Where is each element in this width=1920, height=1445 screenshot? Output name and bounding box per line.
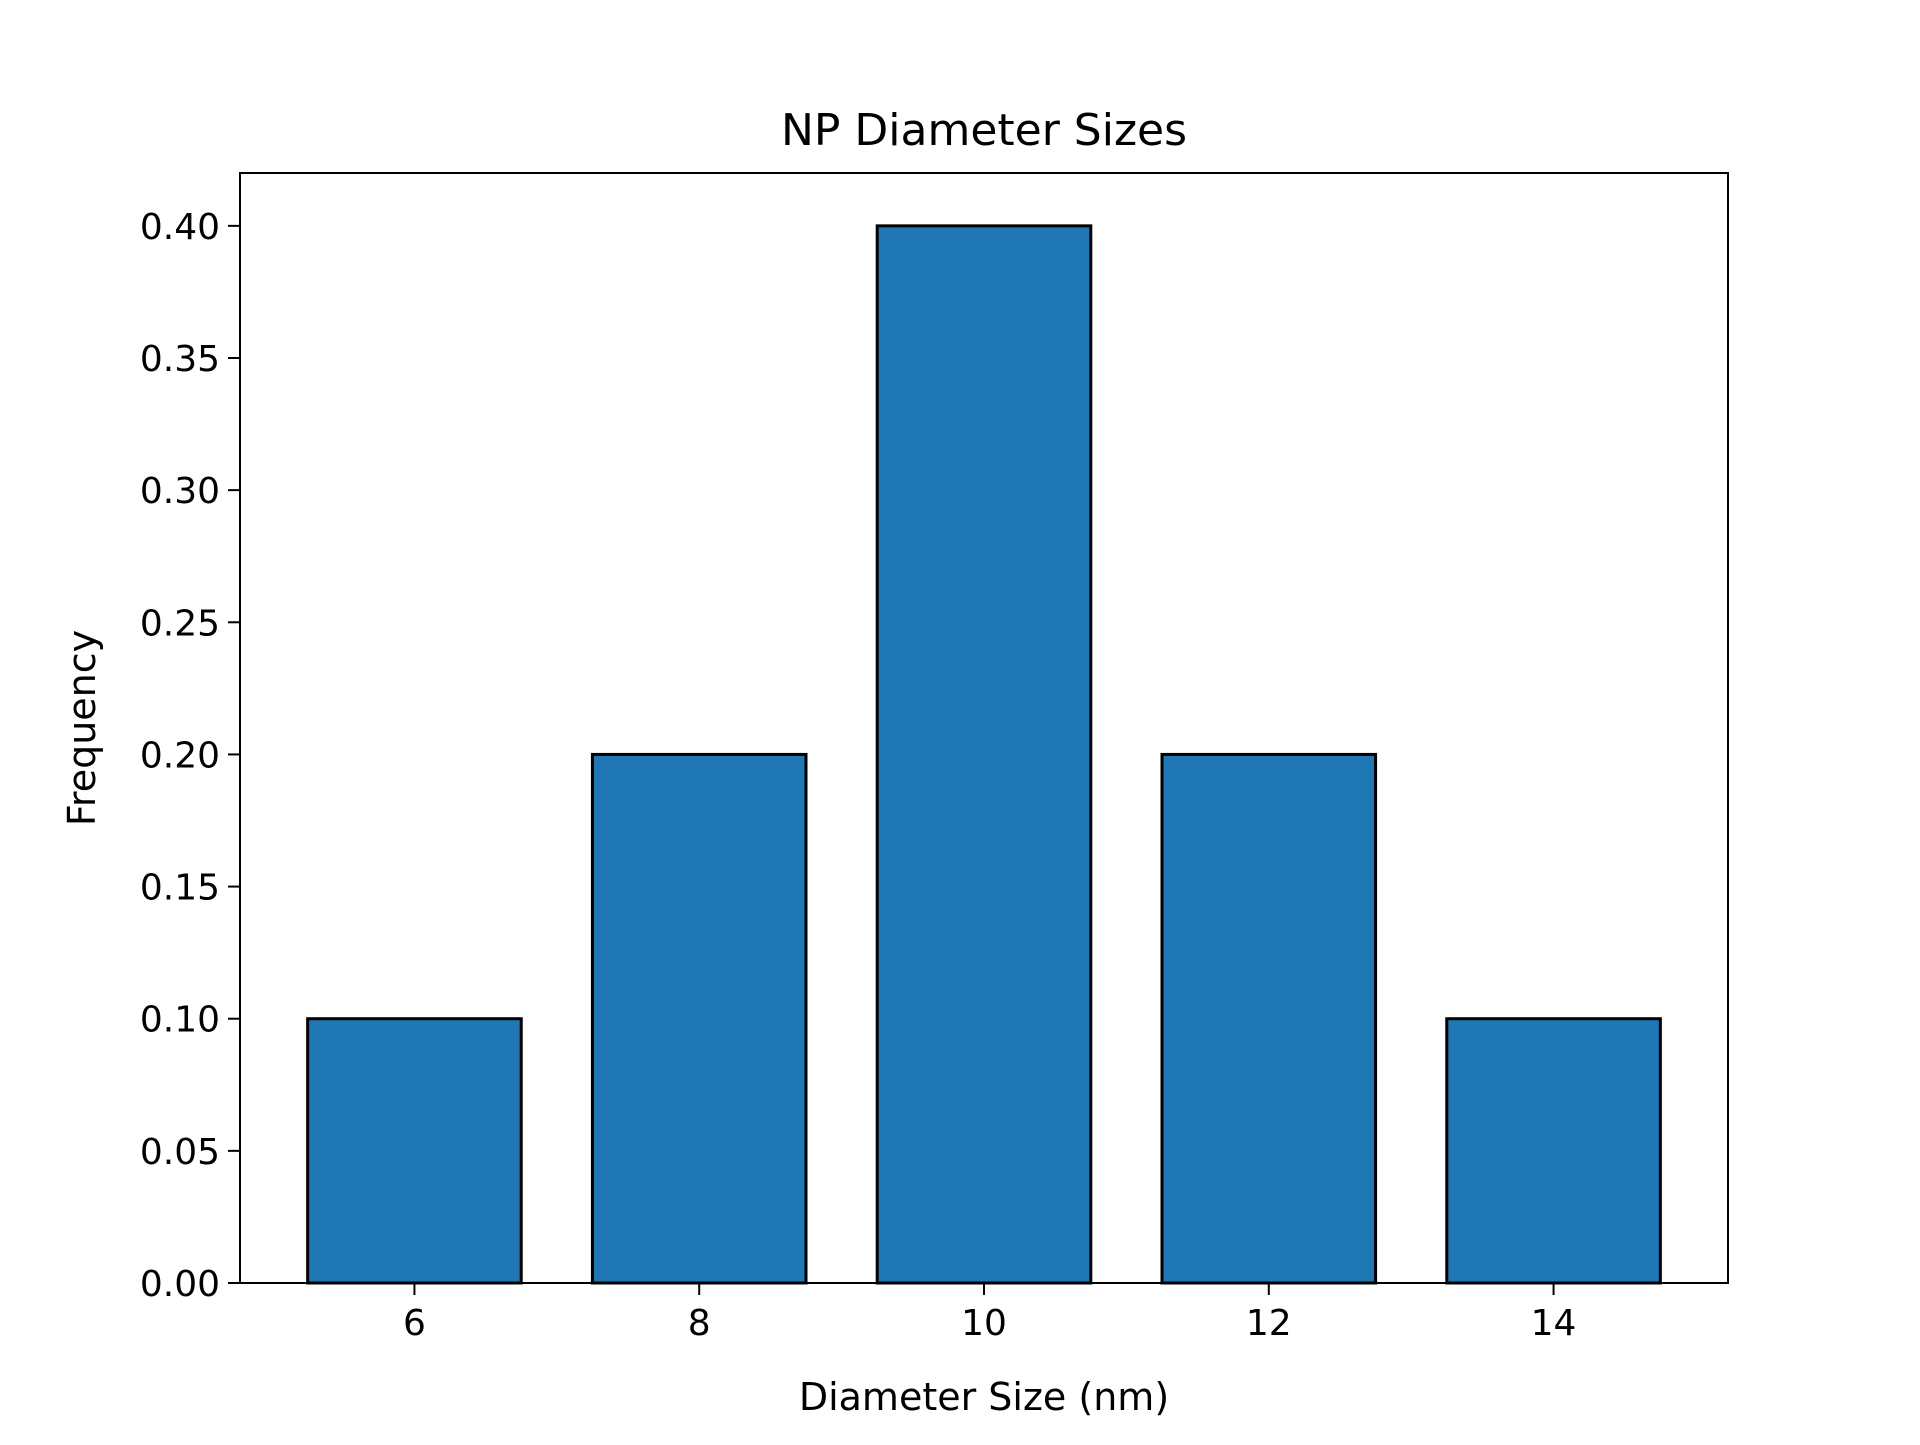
bar-14	[1445, 1017, 1662, 1285]
bar-8	[590, 752, 808, 1285]
y-tick-label: 0.35	[140, 339, 220, 380]
y-tick-label: 0.05	[140, 1132, 220, 1173]
y-tick-label: 0.00	[140, 1264, 220, 1305]
y-tick-label: 0.25	[140, 603, 220, 644]
x-tick-label: 6	[403, 1303, 426, 1344]
y-tick-label: 0.10	[140, 1000, 220, 1041]
x-tick-label: 8	[688, 1303, 711, 1344]
y-axis-ticks: 0.00 0.05 0.10 0.15 0.20 0.25 0.30 0.35 0.40	[140, 207, 240, 1305]
x-tick-label: 12	[1246, 1303, 1292, 1344]
y-tick-label: 0.15	[140, 868, 220, 909]
x-axis-ticks: 6 8 10 12 14	[403, 1283, 1576, 1344]
bar-12	[1160, 752, 1378, 1285]
bar-6	[306, 1017, 523, 1285]
x-axis-label: Diameter Size (nm)	[799, 1375, 1169, 1419]
bar-10	[875, 224, 1093, 1285]
y-axis-label: Frequency	[60, 630, 104, 826]
chart-title: NP Diameter Sizes	[781, 105, 1187, 156]
y-tick-label: 0.40	[140, 207, 220, 248]
bars-group	[306, 224, 1662, 1285]
axes-frame	[239, 172, 1729, 1284]
x-tick-label: 10	[961, 1303, 1007, 1344]
x-tick-label: 14	[1531, 1303, 1577, 1344]
y-tick-label: 0.30	[140, 471, 220, 512]
y-tick-label: 0.20	[140, 735, 220, 776]
